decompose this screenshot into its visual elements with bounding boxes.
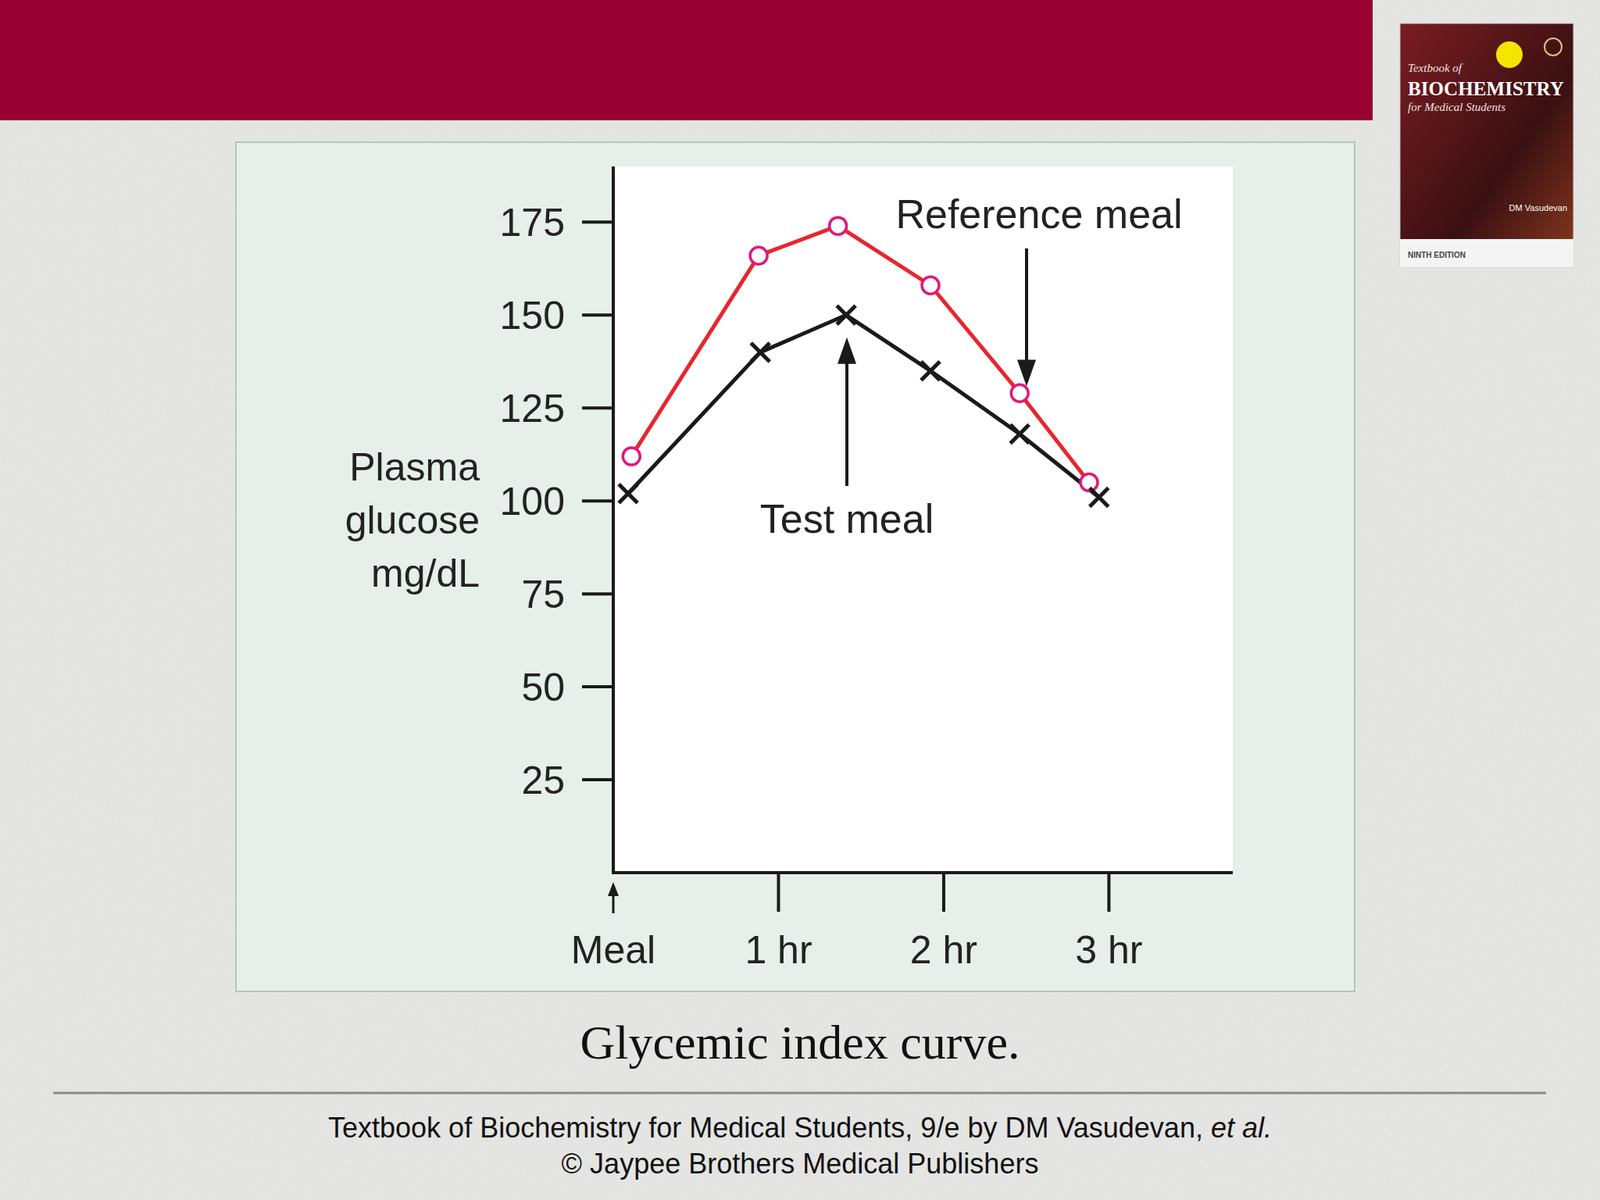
x-tick — [942, 872, 946, 912]
series-line — [628, 314, 1100, 497]
x-tick — [776, 872, 780, 912]
y-tick-label: 50 — [521, 665, 565, 710]
marker-x — [1010, 425, 1029, 444]
y-tick — [582, 220, 614, 224]
page: Textbook of BIOCHEMISTRYfor Medical Stude… — [0, 0, 1600, 1200]
cover-text: for Medical Students — [1407, 100, 1506, 114]
marker-circle — [1080, 473, 1098, 491]
cover-text: DM Vasudevan — [1509, 203, 1568, 213]
background-texture — [0, 0, 1600, 1200]
y-tick — [582, 685, 614, 689]
marker-x — [618, 484, 638, 504]
y-tick-label: 75 — [521, 572, 565, 617]
y-axis-title: Plasma glucose mg/dL — [345, 445, 481, 596]
x-tick-label: Meal — [571, 928, 656, 972]
y-tick — [582, 313, 614, 317]
y-tick-label: 125 — [500, 386, 565, 431]
cover-strip — [1400, 239, 1574, 268]
y-axis — [611, 166, 615, 873]
y-tick-label: 25 — [521, 758, 565, 803]
marker-circle — [921, 276, 940, 294]
marker-x — [836, 305, 856, 325]
chart-title: Glycemic index curve. — [580, 1015, 1021, 1069]
footer-rule — [53, 1092, 1547, 1095]
marker-x — [750, 342, 770, 362]
x-tick — [1107, 872, 1111, 912]
x-tick-label: 2 hr — [910, 928, 978, 972]
footer-source: Textbook of Biochemistry for Medical Stu… — [328, 1111, 1272, 1144]
y-tick — [582, 592, 614, 596]
annotation-arrowhead — [837, 337, 857, 365]
marker-x — [1089, 487, 1109, 507]
x-tick-arrowhead — [607, 882, 619, 897]
y-tick — [582, 406, 614, 410]
marker-circle — [1010, 384, 1029, 402]
x-tick-label: 1 hr — [744, 928, 812, 972]
cover-title: BIOCHEMISTRY — [1407, 78, 1565, 100]
marker-circle — [750, 246, 768, 265]
y-axis-title-line: glucose — [345, 498, 480, 543]
annotation-label: Reference meal — [895, 191, 1183, 237]
annotation-arrowhead — [1017, 360, 1036, 387]
chart-panel — [235, 142, 1355, 992]
y-axis-title-line: Plasma — [349, 445, 480, 490]
marker-x — [921, 361, 940, 381]
cover-text: Textbook of — [1407, 61, 1464, 75]
background — [0, 0, 1600, 1200]
x-axis — [611, 871, 1233, 875]
cover-text: NINTH EDITION — [1407, 250, 1466, 260]
y-tick — [582, 778, 614, 782]
footer-source-italic: et al. — [1210, 1111, 1272, 1144]
cover-badge — [1496, 41, 1523, 68]
marker-circle — [622, 447, 640, 465]
marker-circle — [829, 217, 847, 235]
footer-copyright: © Jaypee Brothers Medical Publishers — [561, 1147, 1040, 1180]
banner — [0, 0, 1373, 121]
y-tick — [582, 499, 614, 503]
data-group — [618, 217, 1109, 507]
book-cover — [1400, 23, 1574, 268]
x-tick-label: 3 hr — [1075, 928, 1143, 972]
y-tick-label: 175 — [500, 200, 565, 245]
annotation-arrow — [1025, 248, 1029, 367]
footer-source-text: Textbook of Biochemistry for Medical Stu… — [328, 1111, 1204, 1144]
y-axis-title-line: mg/dL — [371, 551, 480, 596]
y-tick-label: 100 — [500, 479, 565, 524]
plot-area — [613, 166, 1233, 873]
y-tick-label: 150 — [500, 293, 565, 338]
annotation-arrow — [845, 357, 849, 486]
cover-seal — [1544, 38, 1562, 56]
series-line — [631, 225, 1090, 483]
annotation-label: Test meal — [760, 496, 935, 542]
